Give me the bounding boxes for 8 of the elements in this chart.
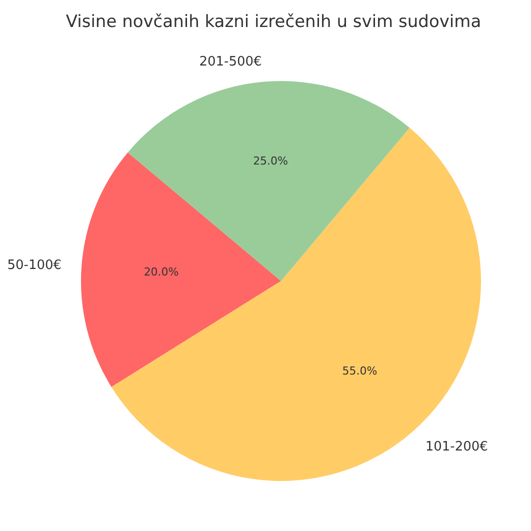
data-label: 20.0% bbox=[144, 266, 179, 279]
slice-label: 101-200€ bbox=[425, 440, 488, 455]
slice-label: 50-100€ bbox=[7, 258, 62, 274]
chart-title: Visine novčanih kazni izrečenih u svim sudovima bbox=[66, 12, 482, 32]
pie-slice bbox=[128, 81, 410, 281]
slice-label: 201-500€ bbox=[199, 54, 262, 70]
data-label: 55.0% bbox=[342, 364, 378, 378]
data-label: 25.0% bbox=[253, 154, 288, 168]
